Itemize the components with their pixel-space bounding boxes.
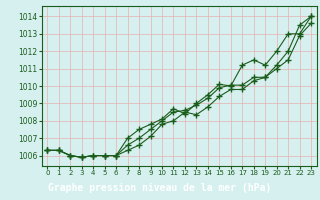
Text: Graphe pression niveau de la mer (hPa): Graphe pression niveau de la mer (hPa) xyxy=(48,183,272,193)
